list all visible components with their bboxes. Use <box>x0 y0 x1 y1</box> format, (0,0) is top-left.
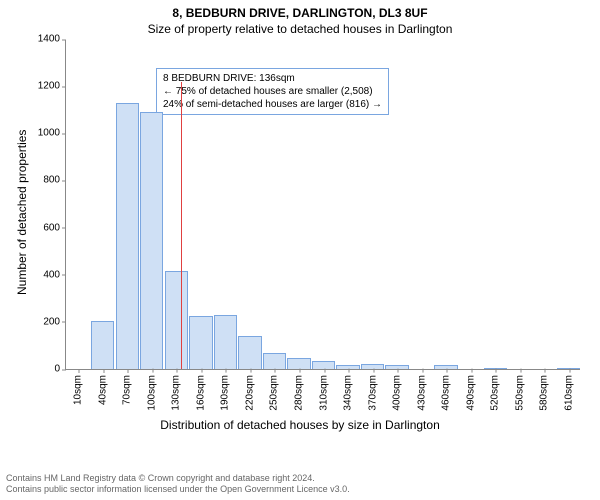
histogram-bar <box>140 112 163 369</box>
y-tick-label: 800 <box>43 175 66 186</box>
plot-area: 8 BEDBURN DRIVE: 136sqm ← 75% of detache… <box>65 40 580 370</box>
chart-title-main: 8, BEDBURN DRIVE, DARLINGTON, DL3 8UF <box>0 0 600 20</box>
y-tick-label: 0 <box>54 364 66 375</box>
footer-attribution: Contains HM Land Registry data © Crown c… <box>6 473 350 496</box>
x-tick-label: 280sqm <box>293 369 304 411</box>
annotation-line: 8 BEDBURN DRIVE: 136sqm <box>163 72 382 85</box>
annotation-line: ← 75% of detached houses are smaller (2,… <box>163 85 382 98</box>
x-tick-label: 10sqm <box>73 369 84 405</box>
histogram-bar <box>91 321 114 369</box>
histogram-bar <box>238 336 261 369</box>
y-tick-label: 1200 <box>38 81 66 92</box>
x-tick-label: 220sqm <box>244 369 255 411</box>
x-tick-label: 550sqm <box>514 369 525 411</box>
chart-title-sub: Size of property relative to detached ho… <box>0 20 600 40</box>
y-axis-label: Number of detached properties <box>15 130 29 295</box>
x-tick-label: 430sqm <box>416 369 427 411</box>
x-tick-label: 370sqm <box>367 369 378 411</box>
x-tick-label: 100sqm <box>146 369 157 411</box>
histogram-bar <box>116 103 139 369</box>
histogram-bar <box>312 361 335 369</box>
x-tick-label: 580sqm <box>539 369 550 411</box>
histogram-bar <box>214 315 237 369</box>
y-tick-label: 400 <box>43 269 66 280</box>
x-tick-label: 520sqm <box>490 369 501 411</box>
x-tick-label: 250sqm <box>269 369 280 411</box>
y-tick-label: 200 <box>43 316 66 327</box>
x-tick-label: 340sqm <box>343 369 354 411</box>
histogram-bar <box>263 353 286 370</box>
y-tick-label: 600 <box>43 222 66 233</box>
x-tick-label: 490sqm <box>465 369 476 411</box>
reference-line <box>181 82 182 369</box>
y-tick-label: 1000 <box>38 128 66 139</box>
x-tick-label: 130sqm <box>171 369 182 411</box>
x-tick-label: 400sqm <box>392 369 403 411</box>
x-tick-label: 40sqm <box>97 369 108 405</box>
x-tick-label: 190sqm <box>220 369 231 411</box>
footer-line: Contains public sector information licen… <box>6 484 350 496</box>
histogram-bar <box>189 316 212 369</box>
chart-container: Number of detached properties 8 BEDBURN … <box>0 40 600 440</box>
y-tick-label: 1400 <box>38 34 66 45</box>
x-axis-label: Distribution of detached houses by size … <box>0 418 600 432</box>
x-tick-label: 460sqm <box>441 369 452 411</box>
x-tick-label: 610sqm <box>563 369 574 411</box>
histogram-bar <box>165 271 188 369</box>
footer-line: Contains HM Land Registry data © Crown c… <box>6 473 350 485</box>
annotation-line: 24% of semi-detached houses are larger (… <box>163 98 382 111</box>
annotation-box: 8 BEDBURN DRIVE: 136sqm ← 75% of detache… <box>156 68 389 115</box>
x-tick-label: 160sqm <box>195 369 206 411</box>
x-tick-label: 70sqm <box>122 369 133 405</box>
x-tick-label: 310sqm <box>318 369 329 411</box>
histogram-bar <box>287 358 310 369</box>
